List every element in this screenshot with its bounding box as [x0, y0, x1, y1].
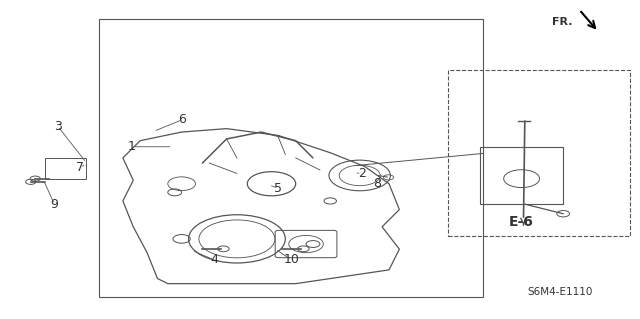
Text: 2: 2 — [358, 167, 365, 180]
Text: 4: 4 — [211, 254, 218, 266]
Bar — [448, 70, 630, 236]
Bar — [480, 147, 563, 204]
Text: 6: 6 — [179, 113, 186, 126]
Text: 1: 1 — [127, 140, 135, 153]
Text: 5: 5 — [275, 182, 282, 195]
Bar — [99, 19, 483, 297]
Text: 9: 9 — [51, 198, 58, 211]
Text: 7: 7 — [76, 161, 84, 174]
Text: 8: 8 — [374, 177, 381, 190]
Text: FR.: FR. — [552, 17, 573, 27]
Text: 3: 3 — [54, 120, 61, 132]
Text: 10: 10 — [284, 254, 299, 266]
Bar — [45, 158, 86, 179]
Text: S6M4-E1110: S6M4-E1110 — [527, 287, 593, 297]
Text: E-6: E-6 — [509, 215, 534, 229]
